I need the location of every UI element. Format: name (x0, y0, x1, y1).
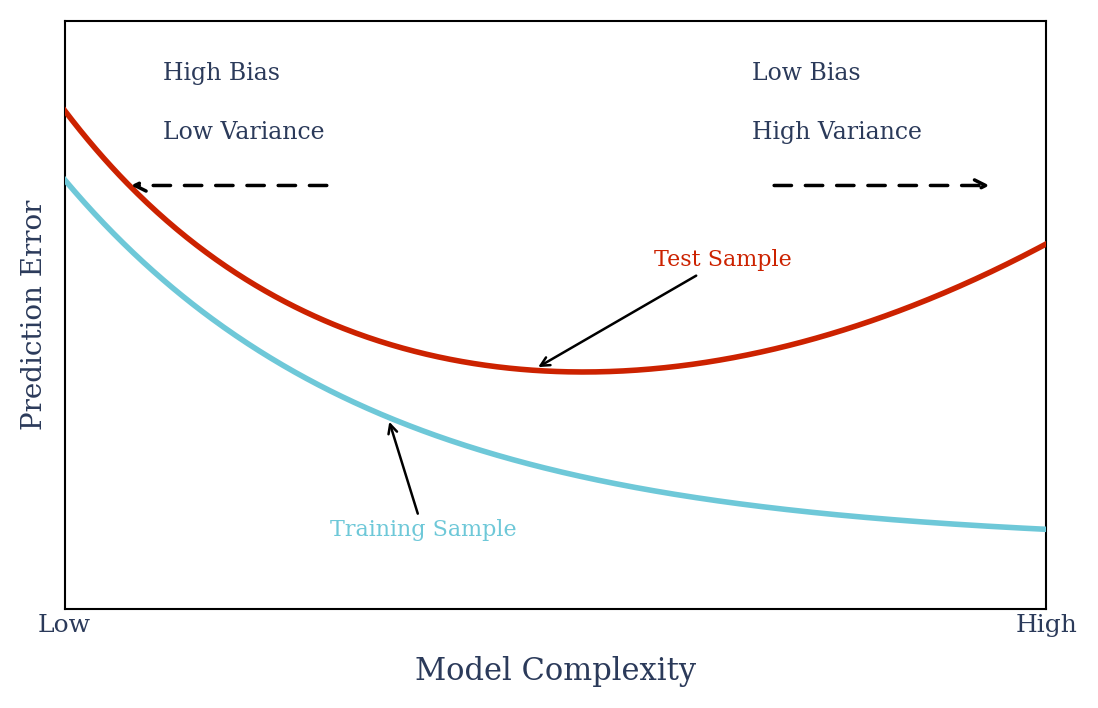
Text: High Variance: High Variance (752, 121, 921, 144)
X-axis label: Model Complexity: Model Complexity (415, 656, 696, 687)
Text: Low Bias: Low Bias (752, 62, 861, 85)
Text: Training Sample: Training Sample (329, 424, 516, 541)
Y-axis label: Prediction Error: Prediction Error (21, 200, 48, 430)
Text: High Bias: High Bias (163, 62, 280, 85)
Text: Low Variance: Low Variance (163, 121, 324, 144)
Text: Test Sample: Test Sample (540, 249, 792, 366)
